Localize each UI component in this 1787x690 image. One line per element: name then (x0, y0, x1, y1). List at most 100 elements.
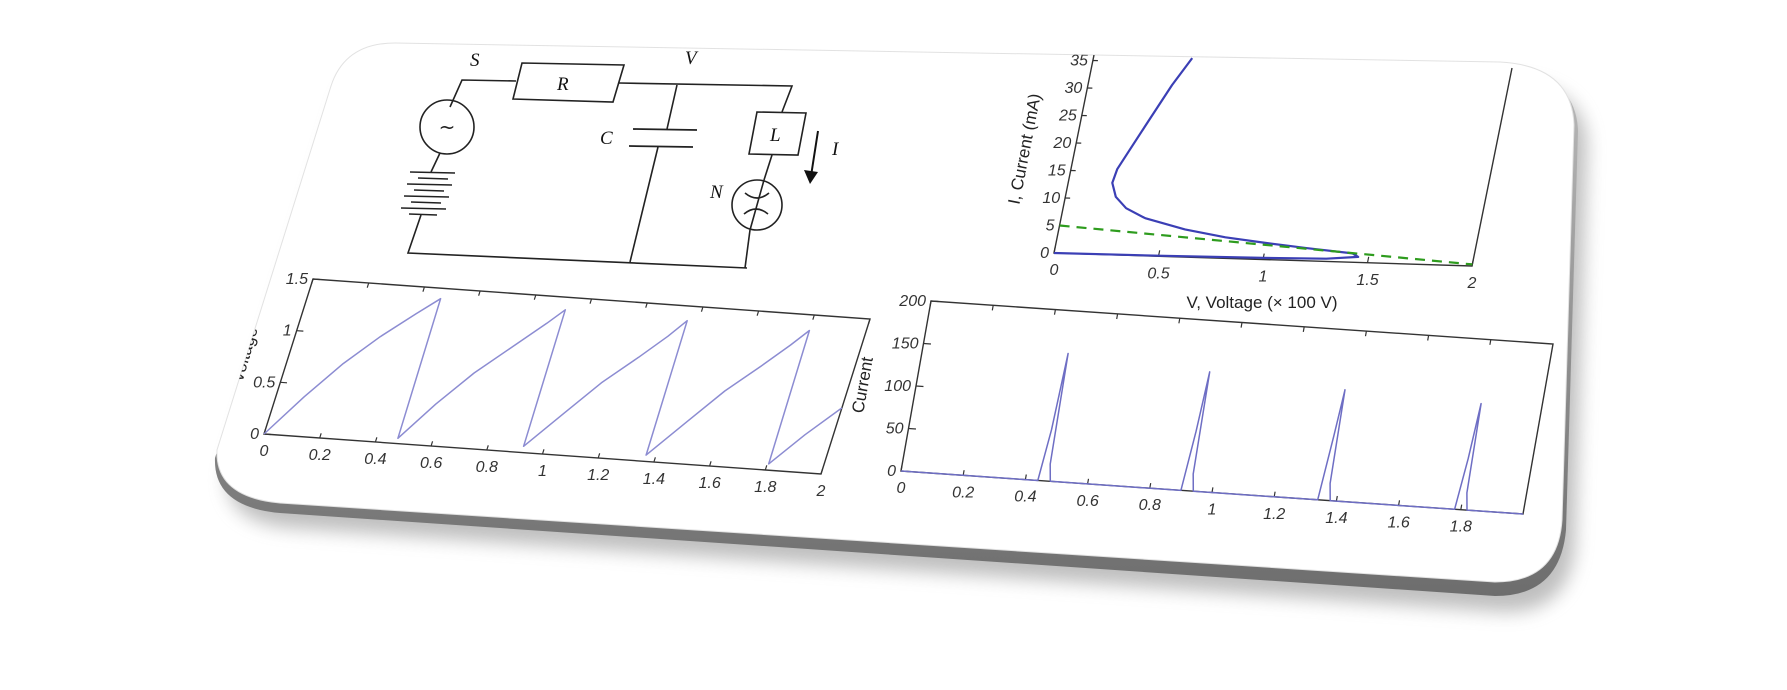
current-xtick-label: 0.6 (1076, 493, 1098, 510)
voltage-xtick-label: 1.4 (643, 471, 665, 488)
ac-source-tilde-icon: ~ (439, 115, 456, 139)
voltage-xtick-mark (653, 457, 656, 463)
current-label: I (831, 139, 840, 160)
iv-ytick-label: 10 (1042, 190, 1060, 207)
neon-lamp-electrodes-icon (743, 179, 770, 231)
iv-ytick-label: 0 (1040, 245, 1049, 262)
inductor-symbol (748, 111, 807, 156)
capacitor-label: C (600, 128, 613, 149)
voltage-xtick-mark-top (310, 278, 314, 284)
voltage-node-label: V (685, 48, 699, 69)
current-xtick-mark (962, 470, 965, 476)
current-ytick-label: 100 (884, 378, 911, 395)
current-ytick-mark (908, 427, 917, 430)
iv-xtick-mark (1366, 256, 1370, 263)
iv-xtick-label: 0.5 (1147, 265, 1169, 282)
voltage-xtick-label: 1.6 (698, 475, 720, 492)
wire-top-left (449, 79, 517, 108)
voltage-xtick-mark-top (812, 314, 815, 320)
resistor-label: R (556, 74, 569, 95)
current-xtick-mark (1273, 491, 1276, 497)
current-xtick-mark-top (1178, 318, 1181, 324)
voltage-ytick-label: 1 (283, 323, 292, 340)
current-ytick-label: 150 (892, 336, 919, 353)
wire-source-battery (430, 152, 441, 173)
wire-capacitor-top (666, 84, 678, 130)
source-node-label: S (470, 50, 480, 71)
voltage-xtick-label: 0.6 (420, 455, 442, 472)
voltage-xtick-mark (541, 449, 545, 455)
current-xtick-mark-top (1364, 330, 1367, 337)
neon-lamp-symbol (731, 179, 783, 231)
current-ytick-mark (923, 342, 932, 345)
voltage-xtick-mark-top (533, 294, 537, 300)
current-xtick-label: 0.8 (1139, 497, 1161, 514)
current-xtick-mark (900, 465, 903, 472)
iv-xtick-label: 1.5 (1356, 272, 1378, 289)
wire-capacitor-bottom (629, 146, 659, 263)
voltage-xtick-label: 1 (538, 463, 547, 480)
iv-xtick-label: 2 (1467, 275, 1477, 292)
voltage-xtick-mark-top (366, 282, 370, 288)
current-xtick-mark-top (1240, 322, 1243, 328)
current-xtick-mark-top (929, 300, 932, 307)
iv-ytick-label: 25 (1058, 108, 1077, 125)
circuit-diagram: S V R ~ C L N I (400, 48, 840, 269)
current-xtick-label: 0.2 (952, 484, 974, 501)
current-xtick-mark (1460, 504, 1463, 510)
current-xtick-label: 1 (1208, 502, 1217, 519)
voltage-xtick-mark (597, 453, 601, 459)
current-xtick-label: 1.6 (1387, 514, 1409, 531)
voltage-xtick-mark-top (700, 306, 704, 312)
current-xtick-label: 1.2 (1263, 506, 1285, 523)
voltage-xtick-label: 1.8 (754, 479, 776, 496)
voltage-xtick-label: 0.4 (364, 451, 386, 468)
voltage-ytick-label: 0 (250, 426, 259, 443)
iv-ytick-label: 15 (1048, 163, 1066, 180)
iv-ytick-label: 20 (1052, 135, 1071, 152)
wire-top-right (618, 82, 794, 113)
current-xtick-mark (1335, 495, 1338, 502)
battery-symbol (400, 171, 456, 216)
current-ytick-label: 50 (886, 421, 904, 438)
voltage-xtick-mark-top (645, 302, 648, 308)
voltage-ytick-label: 1.5 (286, 271, 308, 288)
iv-ytick-label: 5 (1046, 218, 1055, 235)
iv-xlabel: V, Voltage (× 100 V) (1186, 293, 1337, 312)
current-ytick-label: 0 (887, 463, 896, 480)
voltage-time-chart: 0 0.2 0.4 0.6 0.8 1 1.2 1.4 1.6 1.8 2 0 0.5 1 1.5 (250, 271, 871, 500)
wire-inductor-lamp (763, 154, 773, 181)
voltage-xtick-mark (709, 461, 712, 467)
iv-ytick-label: 35 (1070, 53, 1088, 70)
current-xtick-mark-top (1116, 313, 1119, 320)
current-time-chart: 0 0.2 0.4 0.6 0.8 1 1.2 1.4 1.6 1.8 0 50 100 150 200 (884, 293, 1554, 536)
voltage-xtick-label: 2 (816, 483, 826, 500)
voltage-xtick-mark-top (422, 286, 425, 292)
voltage-xtick-mark (820, 469, 824, 475)
iv-xtick-label: 1 (1259, 269, 1268, 286)
iv-xtick-label: 0 (1050, 262, 1059, 279)
iv-series-1-line (1059, 224, 1473, 266)
capacitor-symbol (628, 128, 698, 148)
current-xtick-mark (1149, 482, 1152, 489)
current-xtick-mark (1024, 474, 1027, 480)
current-xtick-label: 1.4 (1325, 510, 1347, 527)
voltage-xtick-mark (374, 437, 378, 443)
current-xtick-label: 0 (897, 480, 906, 497)
current-xtick-mark-top (1427, 335, 1430, 341)
voltage-xtick-mark (486, 445, 489, 451)
current-series-0-line (900, 352, 1524, 515)
current-xtick-label: 1.8 (1450, 519, 1472, 536)
voltage-xtick-mark-top (478, 290, 481, 296)
current-arrow-icon (804, 130, 819, 184)
voltage-xtick-mark-top (756, 310, 760, 316)
lamp-label: N (709, 182, 724, 203)
current-xtick-mark (1211, 487, 1214, 493)
current-xtick-label: 0.4 (1014, 489, 1036, 506)
current-xtick-mark-top (991, 305, 994, 311)
card (214, 42, 1587, 612)
voltage-ytick-label: 0.5 (253, 374, 275, 391)
card-face (216, 42, 1575, 583)
inductor-label: L (769, 125, 781, 146)
